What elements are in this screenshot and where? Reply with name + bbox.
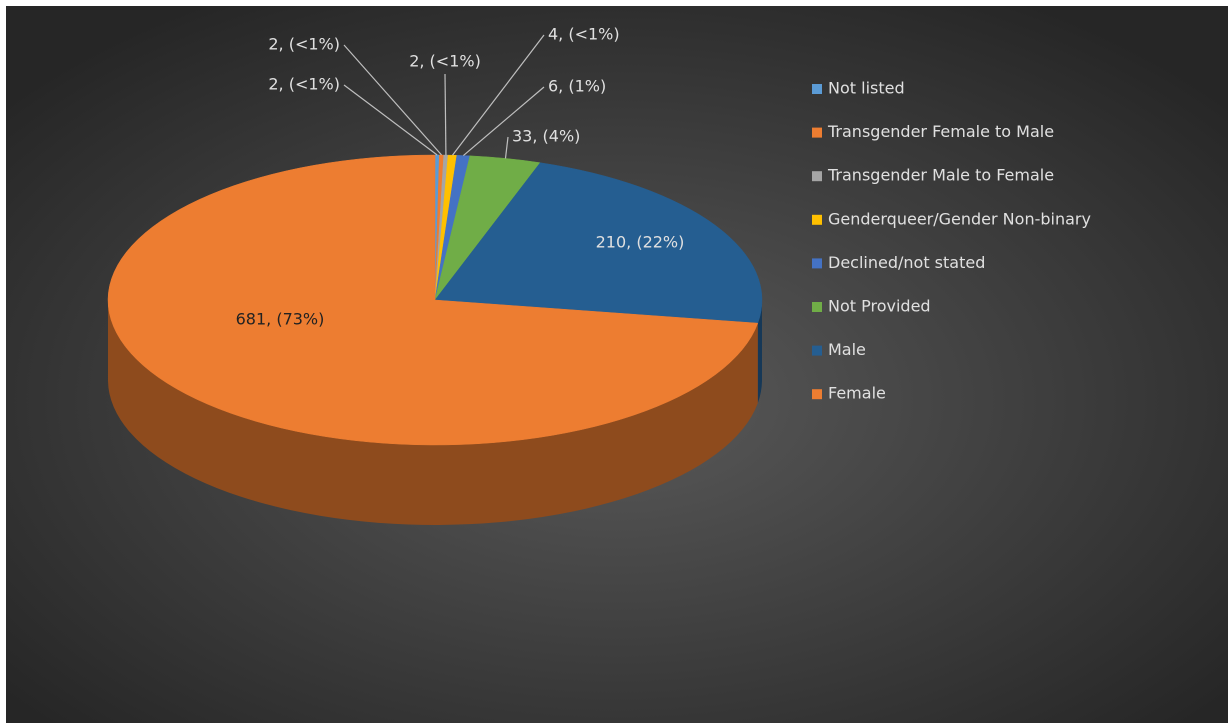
legend-label: Transgender Female to Male bbox=[827, 122, 1054, 141]
legend-label: Transgender Male to Female bbox=[827, 166, 1054, 185]
legend-label: Not listed bbox=[828, 79, 905, 98]
data-label: 2, (<1%) bbox=[268, 35, 340, 54]
legend-swatch bbox=[812, 171, 822, 182]
data-label: 210, (22%) bbox=[596, 233, 685, 252]
legend-label: Declined/not stated bbox=[828, 253, 985, 272]
legend-label: Genderqueer/Gender Non-binary bbox=[828, 209, 1091, 228]
legend-swatch bbox=[812, 258, 822, 269]
legend-swatch bbox=[812, 127, 822, 138]
pie-side bbox=[757, 300, 762, 404]
legend-label: Male bbox=[828, 340, 866, 359]
legend-swatch bbox=[812, 302, 822, 312]
pie-slice bbox=[107, 154, 759, 446]
leader-line bbox=[444, 73, 447, 156]
pie-slice bbox=[434, 162, 763, 324]
leader-line bbox=[462, 86, 545, 157]
leader-line bbox=[343, 44, 443, 156]
data-label: 4, (<1%) bbox=[548, 25, 620, 44]
leader-line bbox=[504, 136, 509, 159]
pie-side bbox=[108, 300, 758, 525]
leader-line bbox=[343, 84, 438, 156]
data-label: 33, (4%) bbox=[512, 127, 580, 146]
data-label: 2, (<1%) bbox=[268, 75, 340, 94]
legend-swatch bbox=[812, 84, 822, 94]
legend-swatch bbox=[812, 389, 822, 400]
data-label: 2, (<1%) bbox=[409, 52, 481, 71]
legend-label: Female bbox=[828, 384, 886, 403]
legend-swatch bbox=[812, 214, 822, 225]
legend-swatch bbox=[812, 345, 822, 356]
data-label: 681, (73%) bbox=[236, 310, 325, 329]
leader-line bbox=[452, 34, 545, 156]
data-label: 6, (1%) bbox=[548, 77, 606, 96]
legend-label: Not Provided bbox=[828, 297, 931, 316]
